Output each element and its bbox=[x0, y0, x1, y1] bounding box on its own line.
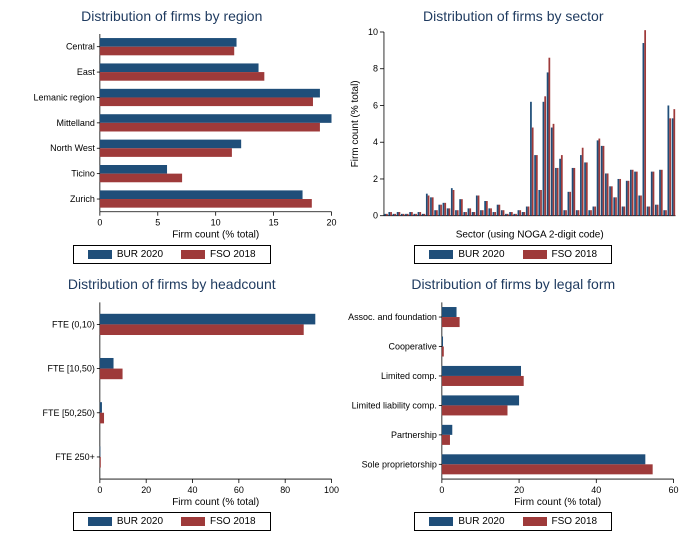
svg-text:North West: North West bbox=[50, 143, 95, 153]
legend-region: BUR 2020 FSO 2018 bbox=[73, 245, 271, 264]
svg-text:Zurich: Zurich bbox=[70, 194, 95, 204]
svg-text:Assoc. and foundation: Assoc. and foundation bbox=[348, 312, 437, 322]
legend-item-fso: FSO 2018 bbox=[181, 516, 256, 527]
chart-legal: 0 20 40 60 Firm count (% total) Assoc. and fo… bbox=[346, 296, 682, 509]
svg-text:Firm count (% total): Firm count (% total) bbox=[172, 230, 259, 241]
legend-label-fso: FSO 2018 bbox=[210, 516, 256, 527]
svg-text:Mittelland: Mittelland bbox=[56, 118, 94, 128]
panel-headcount: Distribution of firms by headcount 0 20 40… bbox=[4, 276, 340, 531]
svg-text:0: 0 bbox=[439, 485, 444, 495]
svg-text:Central: Central bbox=[66, 42, 95, 52]
chart-region: 0 5 10 15 20 Firm count (% total) Central East L… bbox=[4, 28, 340, 242]
legend-label-fso: FSO 2018 bbox=[552, 249, 598, 260]
svg-text:Lemanic region: Lemanic region bbox=[34, 92, 95, 102]
panel-region: Distribution of firms by region 0 5 10 15 20… bbox=[4, 8, 340, 264]
legend-swatch-bur bbox=[429, 517, 453, 526]
legend-label-fso: FSO 2018 bbox=[552, 516, 598, 527]
svg-text:40: 40 bbox=[591, 485, 601, 495]
svg-text:Firm count (% total): Firm count (% total) bbox=[349, 80, 360, 167]
svg-text:Partnership: Partnership bbox=[390, 430, 436, 440]
chart-sector: 0 2 4 6 8 10 Firm count (% total) Sector (using… bbox=[346, 28, 682, 242]
svg-text:Ticino: Ticino bbox=[71, 169, 95, 179]
svg-text:8: 8 bbox=[372, 64, 377, 74]
panel-sector: Distribution of firms by sector 0 2 4 6 8 10 F… bbox=[346, 8, 682, 264]
svg-text:40: 40 bbox=[188, 485, 198, 495]
legend-label-bur: BUR 2020 bbox=[458, 249, 504, 260]
legend-swatch-bur bbox=[88, 517, 112, 526]
chart-headcount: 0 20 40 60 80 100 Firm count (% total) FTE (0,1… bbox=[4, 296, 340, 509]
legend-item-bur: BUR 2020 bbox=[88, 249, 163, 260]
svg-text:5: 5 bbox=[155, 218, 160, 228]
svg-text:6: 6 bbox=[372, 100, 377, 110]
svg-text:East: East bbox=[77, 67, 95, 77]
legend-item-fso: FSO 2018 bbox=[181, 249, 256, 260]
panel-title: Distribution of firms by sector bbox=[423, 8, 604, 24]
legend-item-fso: FSO 2018 bbox=[523, 249, 598, 260]
legend-label-bur: BUR 2020 bbox=[117, 516, 163, 527]
svg-text:10: 10 bbox=[211, 218, 221, 228]
svg-text:80: 80 bbox=[280, 485, 290, 495]
svg-text:2: 2 bbox=[372, 174, 377, 184]
svg-text:Sector (using NOGA 2-digit cod: Sector (using NOGA 2-digit code) bbox=[455, 230, 603, 241]
panel-title: Distribution of firms by region bbox=[81, 8, 262, 24]
legend-swatch-fso bbox=[181, 250, 205, 259]
svg-text:20: 20 bbox=[514, 485, 524, 495]
svg-text:FTE (0,10): FTE (0,10) bbox=[52, 319, 95, 329]
legend-label-bur: BUR 2020 bbox=[458, 516, 504, 527]
legend-item-fso: FSO 2018 bbox=[523, 516, 598, 527]
legend-swatch-bur bbox=[88, 250, 112, 259]
svg-text:0: 0 bbox=[372, 211, 377, 221]
svg-text:0: 0 bbox=[97, 218, 102, 228]
legend-swatch-bur bbox=[429, 250, 453, 259]
legend-item-bur: BUR 2020 bbox=[88, 516, 163, 527]
svg-text:0: 0 bbox=[97, 485, 102, 495]
svg-text:Firm count (% total): Firm count (% total) bbox=[172, 497, 259, 508]
legend-label-bur: BUR 2020 bbox=[117, 249, 163, 260]
panel-title: Distribution of firms by legal form bbox=[411, 276, 615, 292]
svg-text:15: 15 bbox=[269, 218, 279, 228]
panel-title: Distribution of firms by headcount bbox=[68, 276, 276, 292]
legend-item-bur: BUR 2020 bbox=[429, 516, 504, 527]
svg-text:20: 20 bbox=[141, 485, 151, 495]
svg-text:Limited comp.: Limited comp. bbox=[381, 371, 437, 381]
legend-swatch-fso bbox=[523, 517, 547, 526]
svg-text:4: 4 bbox=[372, 137, 377, 147]
svg-text:Cooperative: Cooperative bbox=[388, 341, 436, 351]
legend-label-fso: FSO 2018 bbox=[210, 249, 256, 260]
svg-text:FTE 250+: FTE 250+ bbox=[55, 452, 95, 462]
svg-text:Sole proprietorship: Sole proprietorship bbox=[361, 459, 436, 469]
svg-text:20: 20 bbox=[327, 218, 337, 228]
svg-text:100: 100 bbox=[324, 485, 339, 495]
svg-text:Firm count (% total): Firm count (% total) bbox=[514, 497, 601, 508]
svg-text:FTE [50,250): FTE [50,250) bbox=[43, 407, 95, 417]
legend-legal: BUR 2020 FSO 2018 bbox=[414, 512, 612, 531]
panel-legal: Distribution of firms by legal form 0 20 4… bbox=[346, 276, 682, 531]
legend-swatch-fso bbox=[181, 517, 205, 526]
legend-sector: BUR 2020 FSO 2018 bbox=[414, 245, 612, 264]
svg-text:Limited liability comp.: Limited liability comp. bbox=[351, 400, 436, 410]
svg-text:FTE [10,50): FTE [10,50) bbox=[48, 363, 95, 373]
legend-headcount: BUR 2020 FSO 2018 bbox=[73, 512, 271, 531]
svg-text:60: 60 bbox=[234, 485, 244, 495]
legend-item-bur: BUR 2020 bbox=[429, 249, 504, 260]
svg-text:10: 10 bbox=[367, 28, 377, 37]
svg-text:60: 60 bbox=[668, 485, 678, 495]
legend-swatch-fso bbox=[523, 250, 547, 259]
